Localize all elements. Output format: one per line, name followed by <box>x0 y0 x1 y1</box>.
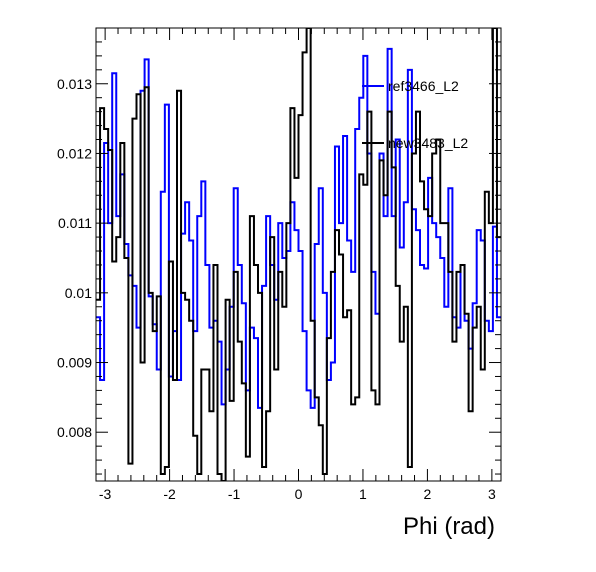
y-axis: 0.008 0.009 0.01 0.011 0.012 0.013 <box>57 27 501 475</box>
series-line-new3483 <box>96 28 501 481</box>
y-tick-label: 0.013 <box>57 76 92 92</box>
x-axis-title: Phi (rad) <box>403 513 495 540</box>
legend-label-new: new3483_L2 <box>388 135 468 151</box>
x-tick-label: 1 <box>359 486 367 502</box>
x-tick-label: 2 <box>424 486 432 502</box>
series-layer <box>96 28 501 481</box>
x-tick-label: -1 <box>228 486 241 502</box>
y-tick-label: 0.008 <box>57 424 92 440</box>
x-tick-label: -2 <box>163 486 176 502</box>
y-tick-label: 0.009 <box>57 355 92 371</box>
y-tick-label: 0.01 <box>65 285 92 301</box>
x-axis: -3 -2 -1 0 1 2 3 <box>99 28 496 502</box>
legend-label-ref: ref3466_L2 <box>388 78 459 94</box>
legend: ref3466_L2 new3483_L2 <box>362 78 468 151</box>
x-tick-label: -3 <box>99 486 112 502</box>
x-tick-label: 3 <box>488 486 496 502</box>
x-tick-label: 0 <box>295 486 303 502</box>
y-tick-label: 0.012 <box>57 145 92 161</box>
y-tick-label: 0.011 <box>58 215 92 231</box>
